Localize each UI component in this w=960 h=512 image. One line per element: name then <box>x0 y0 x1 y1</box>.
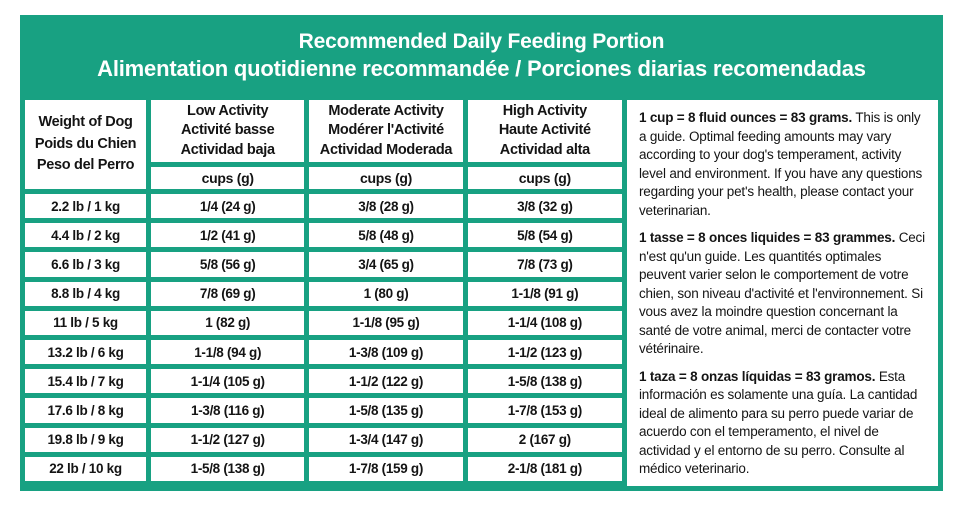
table-row: 15.4 lb / 7 kg 1-1/4 (105 g) 1-1/2 (122 … <box>25 369 622 394</box>
high-cell: 1-5/8 (138 g) <box>467 369 622 394</box>
high-cell: 1-1/8 (91 g) <box>467 281 622 306</box>
high-cell: 2 (167 g) <box>467 427 622 452</box>
low-cell: 1/2 (41 g) <box>151 223 305 248</box>
table-row: 19.8 lb / 9 kg 1-1/2 (127 g) 1-3/4 (147 … <box>25 427 622 452</box>
low-cell: 1-1/2 (127 g) <box>151 427 305 452</box>
moderate-activity-line-es: Actividad Moderada <box>319 141 453 158</box>
moderate-activity-header: Moderate Activity Modérer l'Activité Act… <box>309 100 463 162</box>
high-cell: 1-1/2 (123 g) <box>467 339 622 365</box>
weight-header-line-es: Peso del Perro <box>36 157 135 174</box>
weight-header-line-fr: Poids du Chien <box>34 135 137 152</box>
moderate-cell: 5/8 (48 g) <box>309 223 463 248</box>
moderate-cell: 1-3/4 (147 g) <box>309 427 463 452</box>
feeding-guide-card: Recommended Daily Feeding Portion Alimen… <box>20 15 943 491</box>
moderate-cell: 1-3/8 (109 g) <box>309 339 463 365</box>
weight-cell: 13.2 lb / 6 kg <box>25 339 147 365</box>
note-english-lead: 1 cup = 8 fluid ounces = 83 grams. <box>639 110 853 125</box>
weight-cell: 17.6 lb / 8 kg <box>25 398 147 423</box>
weight-cell: 11 lb / 5 kg <box>25 310 147 335</box>
low-cell: 7/8 (69 g) <box>151 281 305 306</box>
weight-cell: 6.6 lb / 3 kg <box>25 252 147 277</box>
moderate-cell: 3/8 (28 g) <box>309 194 463 219</box>
low-unit-label: cups (g) <box>151 167 305 189</box>
high-activity-header: High Activity Haute Activité Actividad a… <box>467 100 622 162</box>
high-cell: 3/8 (32 g) <box>467 194 622 219</box>
high-unit-label: cups (g) <box>467 167 622 189</box>
table-row: 6.6 lb / 3 kg 5/8 (56 g) 3/4 (65 g) 7/8 … <box>25 252 622 277</box>
high-activity-line-es: Actividad alta <box>499 141 590 158</box>
feeding-table: Weight of Dog Poids du Chien Peso del Pe… <box>20 95 627 486</box>
note-english: 1 cup = 8 fluid ounces = 83 grams. This … <box>639 109 926 220</box>
high-cell: 1-7/8 (153 g) <box>467 398 622 423</box>
table-row: 11 lb / 5 kg 1 (82 g) 1-1/8 (95 g) 1-1/4… <box>25 310 622 335</box>
moderate-cell: 1-5/8 (135 g) <box>309 398 463 423</box>
high-activity-line-en: High Activity <box>502 102 587 119</box>
weight-cell: 22 lb / 10 kg <box>25 456 147 481</box>
content-area: Weight of Dog Poids du Chien Peso del Pe… <box>20 95 943 491</box>
low-activity-line-en: Low Activity <box>187 102 269 119</box>
low-cell: 1/4 (24 g) <box>151 194 305 219</box>
table-row: 8.8 lb / 4 kg 7/8 (69 g) 1 (80 g) 1-1/8 … <box>25 281 622 306</box>
table-row: 2.2 lb / 1 kg 1/4 (24 g) 3/8 (28 g) 3/8 … <box>25 194 622 219</box>
moderate-cell: 1-7/8 (159 g) <box>309 456 463 481</box>
weight-cell: 4.4 lb / 2 kg <box>25 223 147 248</box>
high-cell: 5/8 (54 g) <box>467 223 622 248</box>
table-row: 22 lb / 10 kg 1-5/8 (138 g) 1-7/8 (159 g… <box>25 456 622 481</box>
moderate-activity-line-fr: Modérer l'Activité <box>328 122 444 139</box>
low-activity-header: Low Activity Activité basse Actividad ba… <box>151 100 305 162</box>
page-title: Recommended Daily Feeding Portion Alimen… <box>20 15 943 95</box>
low-cell: 1-3/8 (116 g) <box>151 398 305 423</box>
low-cell: 5/8 (56 g) <box>151 252 305 277</box>
header-row-activity: Weight of Dog Poids du Chien Peso del Pe… <box>25 100 622 189</box>
table-row: 17.6 lb / 8 kg 1-3/8 (116 g) 1-5/8 (135 … <box>25 398 622 423</box>
high-cell: 1-1/4 (108 g) <box>467 310 622 335</box>
weight-header-line-en: Weight of Dog <box>38 113 133 130</box>
low-activity-line-es: Actividad baja <box>180 141 275 158</box>
weight-column-header: Weight of Dog Poids du Chien Peso del Pe… <box>25 100 147 189</box>
moderate-cell: 3/4 (65 g) <box>309 252 463 277</box>
moderate-cell: 1-1/2 (122 g) <box>309 369 463 394</box>
weight-cell: 15.4 lb / 7 kg <box>25 369 147 394</box>
weight-cell: 19.8 lb / 9 kg <box>25 427 147 452</box>
moderate-activity-line-en: Moderate Activity <box>328 102 444 119</box>
weight-cell: 8.8 lb / 4 kg <box>25 281 147 306</box>
note-spanish-body: Esta información es solamente una guía. … <box>639 368 918 477</box>
note-english-body: This is only a guide. Optimal feeding am… <box>639 110 923 218</box>
header-row-units: cups (g) cups (g) cups (g) <box>25 167 622 189</box>
low-cell: 1-1/8 (94 g) <box>151 339 305 365</box>
note-french: 1 tasse = 8 onces liquides = 83 grammes.… <box>639 229 926 359</box>
high-cell: 2-1/8 (181 g) <box>467 456 622 481</box>
moderate-cell: 1 (80 g) <box>309 281 463 306</box>
notes-panel: 1 cup = 8 fluid ounces = 83 grams. This … <box>627 100 938 486</box>
weight-cell: 2.2 lb / 1 kg <box>25 194 147 219</box>
low-cell: 1 (82 g) <box>151 310 305 335</box>
title-line-french-spanish: Alimentation quotidienne recommandée / P… <box>97 55 866 81</box>
moderate-cell: 1-1/8 (95 g) <box>309 310 463 335</box>
high-activity-line-fr: Haute Activité <box>498 122 591 139</box>
low-cell: 1-5/8 (138 g) <box>151 456 305 481</box>
low-cell: 1-1/4 (105 g) <box>151 369 305 394</box>
table-row: 4.4 lb / 2 kg 1/2 (41 g) 5/8 (48 g) 5/8 … <box>25 223 622 248</box>
high-cell: 7/8 (73 g) <box>467 252 622 277</box>
note-spanish: 1 taza = 8 onzas líquidas = 83 gramos. E… <box>639 368 926 479</box>
moderate-unit-label: cups (g) <box>309 167 463 189</box>
low-activity-line-fr: Activité basse <box>181 122 275 139</box>
note-french-body: Ceci n'est qu'un guide. Les quantités op… <box>639 230 925 356</box>
table-row: 13.2 lb / 6 kg 1-1/8 (94 g) 1-3/8 (109 g… <box>25 339 622 365</box>
note-french-lead: 1 tasse = 8 onces liquides = 83 grammes. <box>639 230 896 245</box>
title-line-english: Recommended Daily Feeding Portion <box>298 29 665 53</box>
note-spanish-lead: 1 taza = 8 onzas líquidas = 83 gramos. <box>639 368 876 384</box>
